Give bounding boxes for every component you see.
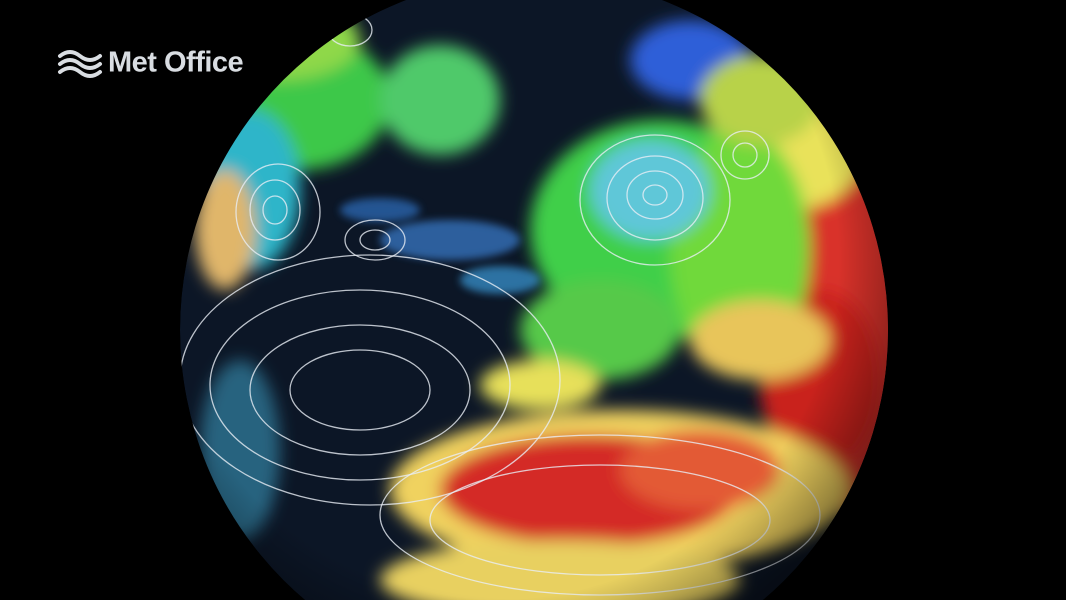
- met-office-logo: Met Office: [58, 47, 244, 79]
- logo-text: Met Office: [108, 47, 244, 79]
- logo-icon: [58, 50, 102, 78]
- globe: [180, 0, 888, 600]
